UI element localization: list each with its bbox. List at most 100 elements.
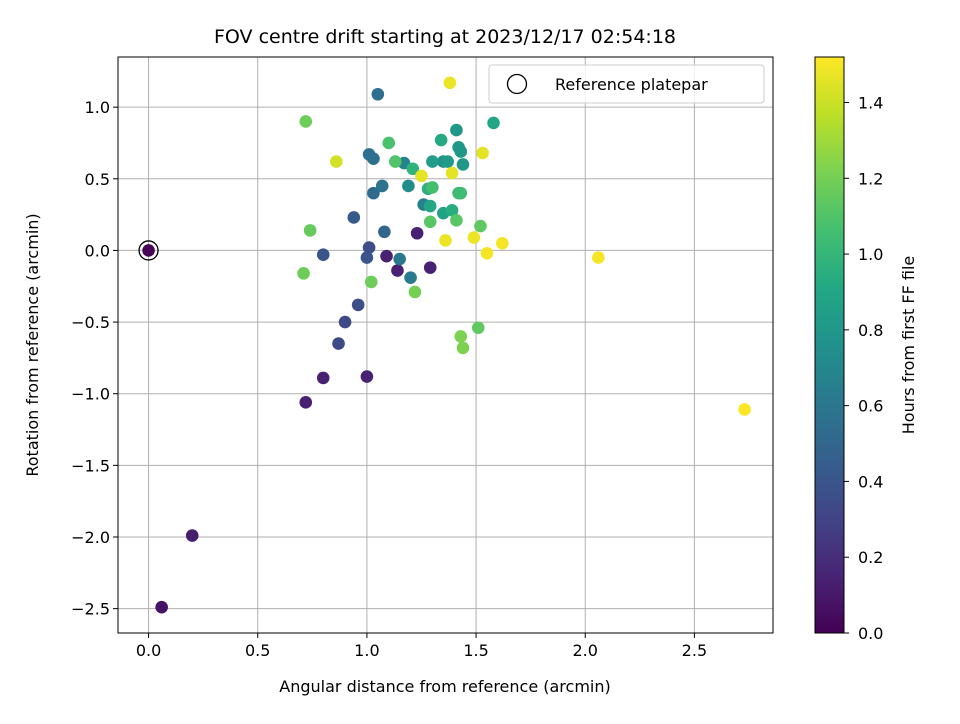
data-point bbox=[474, 219, 487, 233]
data-point bbox=[351, 298, 365, 312]
data-point bbox=[441, 155, 454, 168]
y-tick-label: −2.0 bbox=[71, 528, 110, 547]
data-point bbox=[330, 155, 343, 168]
data-point bbox=[445, 204, 459, 217]
colorbar-tick-label: 0.2 bbox=[858, 548, 883, 567]
data-point bbox=[456, 341, 470, 355]
data-point bbox=[476, 146, 489, 160]
data-point bbox=[434, 133, 448, 147]
data-point bbox=[380, 249, 393, 263]
data-point bbox=[303, 224, 317, 237]
data-point bbox=[454, 186, 468, 200]
data-point bbox=[316, 371, 330, 385]
y-axis-ticks: −2.5 −2.0 −1.5 −1.0 −0.5 0.0 0.5 1.0 bbox=[71, 98, 118, 619]
plot-frame bbox=[117, 56, 774, 634]
legend-marker bbox=[506, 73, 528, 95]
data-point bbox=[360, 251, 374, 264]
data-point bbox=[406, 162, 420, 176]
data-point bbox=[487, 116, 500, 130]
data-point bbox=[338, 315, 352, 329]
data-point bbox=[480, 246, 494, 260]
colorbar-label: Hours from first FF file bbox=[899, 256, 918, 435]
legend-label: Reference platepar bbox=[555, 75, 708, 94]
data-point bbox=[439, 234, 452, 247]
x-axis-ticks: 0.0 0.5 1.0 1.5 2.0 2.5 bbox=[136, 633, 707, 660]
colorbar-tick-label: 1.0 bbox=[858, 245, 883, 264]
data-point bbox=[375, 179, 389, 193]
data-point bbox=[415, 169, 428, 183]
data-point bbox=[391, 264, 404, 277]
data-point bbox=[450, 123, 463, 137]
colorbar-frame bbox=[814, 56, 845, 634]
colorbar-tick-label: 1.2 bbox=[858, 169, 883, 188]
data-point bbox=[454, 145, 468, 158]
data-point bbox=[297, 267, 310, 280]
x-tick-label: 0.0 bbox=[136, 641, 161, 660]
y-tick-label: −1.0 bbox=[71, 385, 110, 404]
x-tick-label: 0.5 bbox=[245, 641, 270, 660]
data-point bbox=[364, 275, 378, 289]
y-tick-label: −0.5 bbox=[71, 313, 110, 332]
x-tick-label: 1.5 bbox=[463, 641, 488, 660]
data-points bbox=[142, 76, 751, 614]
data-point bbox=[347, 211, 361, 224]
reference-marker bbox=[138, 240, 159, 261]
data-point bbox=[402, 179, 415, 193]
colorbar-tick-label: 1.4 bbox=[858, 93, 883, 112]
y-tick-label: 0.0 bbox=[85, 241, 110, 260]
data-point bbox=[408, 285, 422, 299]
data-point bbox=[423, 215, 437, 229]
data-point bbox=[393, 252, 406, 266]
x-tick-label: 2.5 bbox=[682, 641, 707, 660]
data-point bbox=[299, 396, 313, 409]
x-tick-label: 2.0 bbox=[573, 641, 598, 660]
colorbar-gradient bbox=[815, 57, 844, 633]
data-point bbox=[423, 261, 437, 274]
y-tick-label: 0.5 bbox=[85, 170, 110, 189]
data-point bbox=[362, 241, 376, 254]
data-point bbox=[450, 214, 463, 227]
data-point bbox=[382, 136, 396, 150]
data-point bbox=[495, 236, 509, 250]
colorbar-tick-label: 0.6 bbox=[858, 397, 883, 416]
data-point bbox=[456, 158, 470, 171]
colorbar-tick-label: 0.4 bbox=[858, 472, 883, 491]
data-point bbox=[443, 76, 457, 90]
data-point bbox=[404, 271, 417, 284]
data-point bbox=[371, 87, 385, 101]
y-axis-label: Rotation from reference (arcmin) bbox=[23, 213, 42, 476]
data-point bbox=[423, 199, 437, 213]
data-point bbox=[367, 186, 380, 200]
data-point bbox=[185, 529, 199, 542]
grid-lines bbox=[118, 57, 773, 633]
colorbar-tick-label: 0.0 bbox=[858, 624, 883, 643]
data-point bbox=[142, 244, 155, 257]
data-point bbox=[426, 181, 439, 194]
data-point bbox=[360, 370, 374, 383]
data-point bbox=[299, 115, 313, 128]
colorbar-ticks: 0.0 0.2 0.4 0.6 0.8 1.0 1.2 1.4 bbox=[844, 93, 883, 643]
y-tick-label: −2.5 bbox=[71, 600, 110, 619]
legend: Reference platepar bbox=[488, 64, 765, 104]
y-tick-label: 1.0 bbox=[85, 98, 110, 117]
data-point bbox=[367, 152, 380, 166]
data-point bbox=[445, 166, 459, 180]
data-point bbox=[316, 248, 330, 262]
x-tick-label: 1.0 bbox=[354, 641, 379, 660]
data-point bbox=[471, 321, 485, 335]
data-point bbox=[454, 330, 468, 343]
legend-box bbox=[488, 64, 765, 104]
data-point bbox=[378, 225, 391, 239]
data-point bbox=[332, 337, 345, 350]
data-point bbox=[738, 403, 751, 416]
colorbar: 0.0 0.2 0.4 0.6 0.8 1.0 1.2 1.4 Hours from firs… bbox=[814, 56, 918, 643]
data-point bbox=[410, 226, 424, 240]
y-tick-label: −1.5 bbox=[71, 456, 110, 475]
x-axis-label: Angular distance from reference (arcmin) bbox=[279, 677, 610, 696]
data-point bbox=[388, 155, 402, 168]
data-point bbox=[155, 600, 168, 614]
chart-title: FOV centre drift starting at 2023/12/17 … bbox=[214, 26, 676, 48]
data-point bbox=[426, 155, 439, 168]
colorbar-tick-label: 0.8 bbox=[858, 321, 883, 340]
